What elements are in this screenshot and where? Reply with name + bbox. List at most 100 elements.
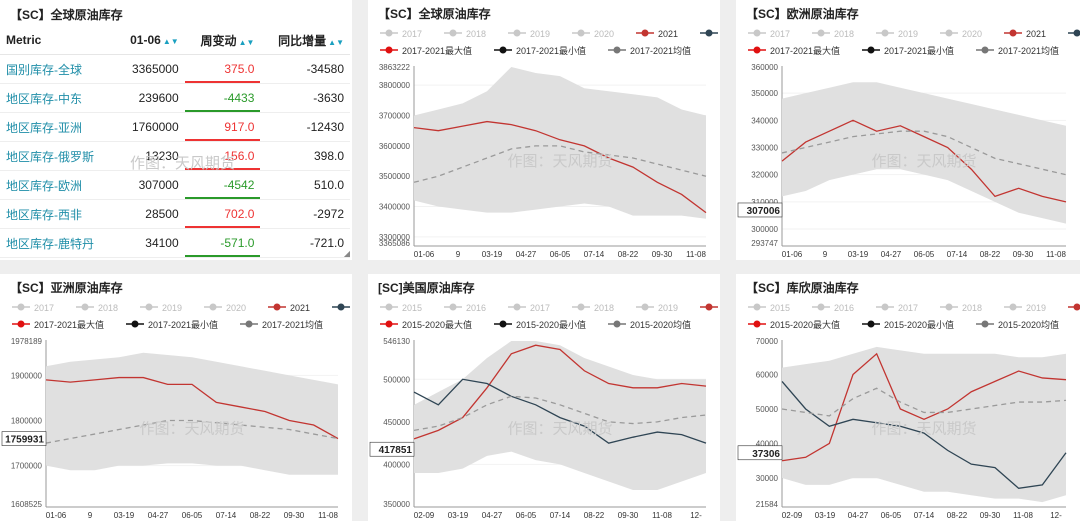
legend-item[interactable]: 2021 xyxy=(1004,29,1046,39)
legend-item[interactable]: 2017-2021均值 xyxy=(608,45,691,56)
table-row[interactable]: 地区库存-亚洲 1760000 917.0 -12430 xyxy=(0,112,350,142)
svg-text:2018: 2018 xyxy=(962,303,982,313)
metric-cell[interactable]: 地区库存-欧洲 xyxy=(0,170,116,200)
legend-item[interactable]: 2021 xyxy=(268,303,310,313)
metric-cell[interactable]: 地区库存-亚洲 xyxy=(0,112,116,142)
legend-item[interactable]: 2017-2021均值 xyxy=(240,319,323,330)
y-max-label: 70000 xyxy=(756,337,779,346)
legend-item[interactable]: 2017 xyxy=(12,303,54,313)
legend-item[interactable]: 2018 xyxy=(812,29,854,39)
metric-cell[interactable]: 地区库存-中东 xyxy=(0,83,116,113)
legend-item[interactable]: 2019 xyxy=(508,29,550,39)
legend-item[interactable]: 2017 xyxy=(508,303,550,313)
yoy-change-cell: -3630 xyxy=(260,83,350,113)
legend-item[interactable]: 2019 xyxy=(636,303,678,313)
legend-item[interactable]: 2019 xyxy=(140,303,182,313)
legend-item[interactable]: 2018 xyxy=(76,303,118,313)
legend-item[interactable]: 2022 xyxy=(700,29,720,39)
legend-item[interactable]: 2020 xyxy=(204,303,246,313)
legend-item[interactable]: 2015 xyxy=(380,303,422,313)
legend-item[interactable]: 2018 xyxy=(444,29,486,39)
svg-text:2015-2020均值: 2015-2020均值 xyxy=(998,319,1059,330)
table-row[interactable]: 地区库存-中东 239600 -4433 -3630 xyxy=(0,83,350,113)
chart-us-stock: [SC]美国原油库存201520162017201820192020202120… xyxy=(369,280,720,520)
table-row[interactable]: 地区库存-西非 28500 702.0 -2972 xyxy=(0,199,350,229)
x-tick-label: 9 xyxy=(456,250,461,259)
svg-text:2021: 2021 xyxy=(658,29,678,39)
legend-item[interactable]: 2018 xyxy=(940,303,982,313)
x-tick-label: 08-22 xyxy=(584,511,605,520)
stock-table: Metric 01-06 ▲▼ 周变动 ▲▼ 同比增量 ▲▼ 国别库存-全球 33650… xyxy=(0,26,350,258)
svg-text:2018: 2018 xyxy=(834,29,854,39)
legend-item[interactable]: 2016 xyxy=(812,303,854,313)
legend-item[interactable]: 2018 xyxy=(572,303,614,313)
resize-handle-icon[interactable]: ◢ xyxy=(343,249,350,258)
x-tick-label: 03-19 xyxy=(448,511,469,520)
x-tick-label: 08-22 xyxy=(947,511,968,520)
table-row[interactable]: 地区库存-鹿特丹 34100 -571.0 -721.0 xyxy=(0,228,350,258)
legend-item[interactable]: 2017-2021均值 xyxy=(976,45,1059,56)
legend-item[interactable]: 2015-2020均值 xyxy=(976,319,1059,330)
legend-item[interactable]: 2020 xyxy=(940,29,982,39)
legend-item[interactable]: 2019 xyxy=(1004,303,1046,313)
legend-item[interactable]: 2017-2021最大值 xyxy=(748,45,840,56)
chart-title: [SC]美国原油库存 xyxy=(378,280,475,295)
svg-text:2019: 2019 xyxy=(162,303,182,313)
legend-item[interactable]: 2017 xyxy=(876,303,918,313)
table-row[interactable]: 地区库存-俄罗斯 13230 156.0 398.0 xyxy=(0,141,350,171)
legend-item[interactable]: 2015 xyxy=(748,303,790,313)
x-tick-label: 07-14 xyxy=(216,511,237,520)
y-tick-label: 340000 xyxy=(751,116,778,125)
legend-item[interactable]: 2022 xyxy=(332,303,352,313)
current-value-label: 307006 xyxy=(737,202,783,218)
header-metric[interactable]: Metric xyxy=(0,26,116,55)
legend-item[interactable]: 2017-2021最小值 xyxy=(494,45,586,56)
legend-item[interactable]: 2017 xyxy=(748,29,790,39)
x-tick-label: 04-27 xyxy=(482,511,503,520)
sort-icon[interactable]: ▲▼ xyxy=(162,37,179,46)
legend-item[interactable]: 2021 xyxy=(636,29,678,39)
legend-item[interactable]: 2017-2021最大值 xyxy=(12,319,104,330)
header-yoy-change[interactable]: 同比增量 ▲▼ xyxy=(260,26,350,55)
legend-item[interactable]: 2015-2020最小值 xyxy=(862,319,954,330)
table-row[interactable]: 国别库存-全球 3365000 375.0 -34580 xyxy=(0,54,350,84)
x-tick-label: 09-30 xyxy=(652,250,673,259)
metric-cell[interactable]: 地区库存-俄罗斯 xyxy=(0,141,116,171)
svg-text:2018: 2018 xyxy=(466,29,486,39)
legend-item[interactable]: 2020 xyxy=(700,303,720,313)
y-tick-label: 320000 xyxy=(751,171,778,180)
legend-item[interactable]: 2020 xyxy=(1068,303,1080,313)
y-min-label: 21584 xyxy=(756,500,779,509)
y-tick-label: 3800000 xyxy=(379,81,411,90)
header-weekly-change[interactable]: 周变动 ▲▼ xyxy=(184,26,261,55)
y-tick-label: 1700000 xyxy=(11,462,43,471)
legend-item[interactable]: 2017 xyxy=(380,29,422,39)
chart-asia-stock: 【SC】亚洲原油库存 2017 2018 2019 2020 2021 2022 2017-2… xyxy=(1,280,352,520)
legend-item[interactable]: 2015-2020均值 xyxy=(608,319,691,330)
legend-item[interactable]: 2019 xyxy=(876,29,918,39)
header-date[interactable]: 01-06 ▲▼ xyxy=(115,26,185,55)
legend-item[interactable]: 2015-2020最大值 xyxy=(748,319,840,330)
metric-cell[interactable]: 国别库存-全球 xyxy=(0,54,116,84)
legend-item[interactable]: 2015-2020最大值 xyxy=(380,319,472,330)
x-tick-label: 02-09 xyxy=(414,511,435,520)
table-row[interactable]: 地区库存-欧洲 307000 -4542 510.0 xyxy=(0,170,350,200)
chart-panel-us: [SC]美国原油库存201520162017201820192020202120… xyxy=(368,274,720,521)
legend-item[interactable]: 2020 xyxy=(572,29,614,39)
legend-item[interactable]: 2022 xyxy=(1068,29,1080,39)
x-tick-label: 03-19 xyxy=(815,511,836,520)
metric-cell[interactable]: 地区库存-西非 xyxy=(0,199,116,229)
x-tick-label: 09-30 xyxy=(980,511,1001,520)
sort-icon[interactable]: ▲▼ xyxy=(238,37,255,47)
metric-cell[interactable]: 地区库存-鹿特丹 xyxy=(0,228,116,258)
legend-item[interactable]: 2017-2021最小值 xyxy=(862,45,954,56)
svg-text:2017: 2017 xyxy=(34,303,54,313)
range-band xyxy=(414,340,706,490)
legend-item[interactable]: 2017-2021最小值 xyxy=(126,319,218,330)
legend-item[interactable]: 2017-2021最大值 xyxy=(380,45,472,56)
y-tick-label: 350000 xyxy=(751,89,778,98)
legend-item[interactable]: 2016 xyxy=(444,303,486,313)
sort-icon[interactable]: ▲▼ xyxy=(328,37,344,47)
legend-item[interactable]: 2015-2020最小值 xyxy=(494,319,586,330)
yoy-change-cell: -2972 xyxy=(260,199,350,229)
